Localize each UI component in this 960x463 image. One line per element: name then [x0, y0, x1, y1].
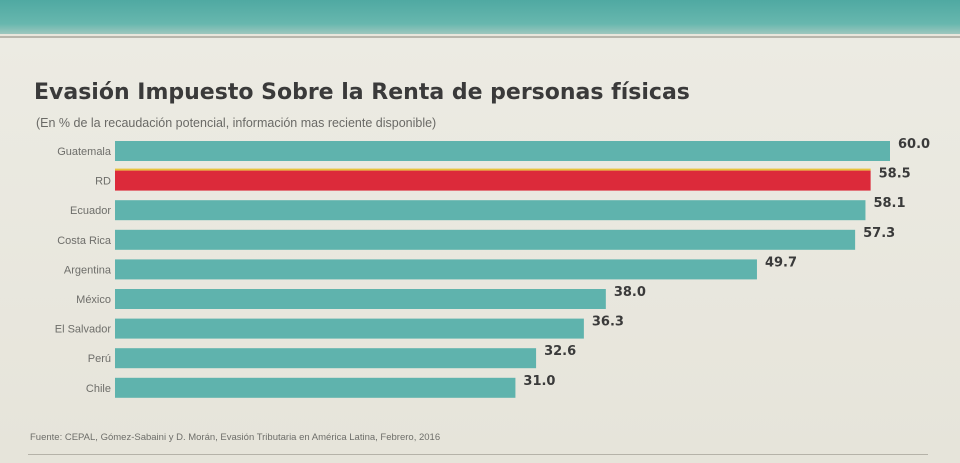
category-label: Chile [86, 383, 111, 395]
bar-costa-rica [115, 229, 856, 250]
value-label: 38.0 [614, 285, 646, 300]
category-label: México [76, 294, 111, 306]
bar-chile [115, 377, 516, 398]
chart-title: Evasión Impuesto Sobre la Renta de perso… [34, 80, 690, 105]
bar-per- [115, 348, 537, 369]
category-label: Argentina [64, 264, 112, 276]
value-label: 49.7 [765, 255, 797, 270]
value-label: 31.0 [523, 374, 555, 389]
bar-ecuador [115, 200, 866, 221]
value-label: 32.6 [544, 344, 576, 359]
bar-guatemala [115, 141, 890, 161]
category-label: RD [95, 176, 111, 188]
bar-highlight-edge [115, 168, 871, 171]
bar-argentina [115, 259, 757, 280]
value-label: 36.3 [592, 315, 624, 330]
value-label: 58.5 [879, 167, 911, 182]
category-label: Guatemala [57, 146, 112, 158]
value-label: 57.3 [863, 226, 895, 241]
category-label: Ecuador [70, 205, 111, 217]
category-label: Costa Rica [57, 235, 112, 247]
bar-rd [115, 170, 871, 191]
value-label: 58.1 [873, 196, 905, 211]
bar-m-xico [115, 289, 606, 309]
category-label: Perú [88, 353, 111, 365]
bottom-divider [28, 454, 928, 455]
source-note: Fuente: CEPAL, Gómez-Sabaini y D. Morán,… [30, 432, 441, 443]
top-color-band [0, 0, 960, 34]
value-label: 60.0 [898, 137, 930, 152]
category-label: El Salvador [55, 324, 112, 336]
bar-el-salvador [115, 318, 584, 339]
chart-subtitle: (En % de la recaudación potencial, infor… [36, 116, 437, 130]
top-divider [0, 36, 960, 38]
